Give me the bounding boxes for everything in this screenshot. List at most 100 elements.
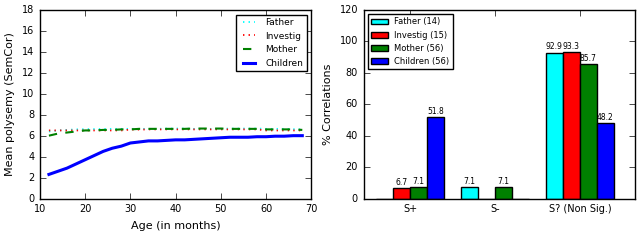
Bar <box>410 187 427 198</box>
Children <box>72 163 80 165</box>
Mother <box>172 127 179 130</box>
Investig <box>271 129 279 132</box>
Text: 51.8: 51.8 <box>428 107 444 116</box>
Text: 48.2: 48.2 <box>597 113 614 122</box>
Father <box>145 127 152 130</box>
Bar <box>563 52 580 198</box>
Father <box>235 127 243 130</box>
Investig <box>99 129 107 132</box>
Children <box>63 167 71 169</box>
Mother <box>181 127 189 130</box>
Children <box>298 134 306 137</box>
Mother <box>226 127 234 130</box>
X-axis label: Age (in months): Age (in months) <box>131 221 220 231</box>
Father <box>90 128 98 131</box>
Legend: Father, Investig, Mother, Children: Father, Investig, Mother, Children <box>236 14 307 71</box>
Line: Investig: Investig <box>49 129 302 131</box>
Father <box>154 127 161 130</box>
Mother <box>298 128 306 131</box>
Mother <box>54 132 62 135</box>
Mother <box>99 128 107 131</box>
Mother <box>253 127 261 130</box>
Investig <box>172 128 179 131</box>
Investig <box>45 129 52 132</box>
Y-axis label: % Correlations: % Correlations <box>323 63 333 145</box>
Bar <box>393 188 410 198</box>
Children <box>271 135 279 138</box>
Children <box>235 136 243 139</box>
Mother <box>235 127 243 130</box>
Father <box>163 127 170 130</box>
Line: Children: Children <box>49 136 302 174</box>
Mother <box>154 127 161 130</box>
Children <box>190 138 198 141</box>
Children <box>226 136 234 139</box>
Y-axis label: Mean polysemy (SemCor): Mean polysemy (SemCor) <box>5 32 15 176</box>
Investig <box>90 129 98 132</box>
Bar <box>580 64 597 198</box>
Text: 92.9: 92.9 <box>546 42 563 51</box>
Investig <box>154 128 161 131</box>
Children <box>145 139 152 142</box>
Investig <box>244 128 252 131</box>
Father <box>181 127 189 130</box>
Children <box>217 136 225 139</box>
Investig <box>63 129 71 132</box>
Children <box>118 145 125 148</box>
Children <box>163 139 170 142</box>
Legend: Father (14), Investig (15), Mother (56), Children (56): Father (14), Investig (15), Mother (56),… <box>368 14 453 69</box>
Children <box>172 139 179 141</box>
Investig <box>72 129 80 132</box>
Mother <box>145 127 152 130</box>
Investig <box>217 128 225 131</box>
Investig <box>163 128 170 131</box>
Mother <box>81 129 89 132</box>
Children <box>90 154 98 157</box>
Mother <box>118 128 125 131</box>
Investig <box>289 129 297 132</box>
Children <box>136 140 143 143</box>
Father <box>208 127 216 130</box>
Investig <box>118 129 125 132</box>
Father <box>289 128 297 131</box>
Mother <box>127 128 134 131</box>
Father <box>199 127 207 130</box>
Father <box>280 127 288 130</box>
Children <box>244 136 252 139</box>
Investig <box>181 128 189 131</box>
Bar <box>427 117 444 198</box>
Investig <box>108 129 116 132</box>
Father <box>108 127 116 130</box>
Father <box>253 127 261 130</box>
Mother <box>199 127 207 130</box>
Bar <box>546 53 563 198</box>
Father <box>72 128 80 131</box>
Father <box>63 128 71 131</box>
Father <box>217 127 225 130</box>
Text: 6.7: 6.7 <box>396 178 408 187</box>
Father <box>81 128 89 131</box>
Line: Mother: Mother <box>49 129 302 136</box>
Father <box>136 127 143 130</box>
Mother <box>280 128 288 131</box>
Children <box>154 139 161 142</box>
Children <box>289 134 297 137</box>
Investig <box>81 129 89 132</box>
Investig <box>54 129 62 132</box>
Investig <box>199 128 207 131</box>
Mother <box>208 127 216 130</box>
Children <box>199 137 207 140</box>
Investig <box>226 128 234 131</box>
Father <box>45 130 52 133</box>
Mother <box>63 131 71 134</box>
Children <box>262 135 270 138</box>
Investig <box>235 128 243 131</box>
Mother <box>163 127 170 130</box>
Children <box>181 139 189 141</box>
Bar <box>597 123 614 198</box>
Investig <box>280 129 288 132</box>
Investig <box>145 128 152 131</box>
Children <box>108 147 116 150</box>
Father <box>54 129 62 132</box>
Mother <box>289 128 297 131</box>
